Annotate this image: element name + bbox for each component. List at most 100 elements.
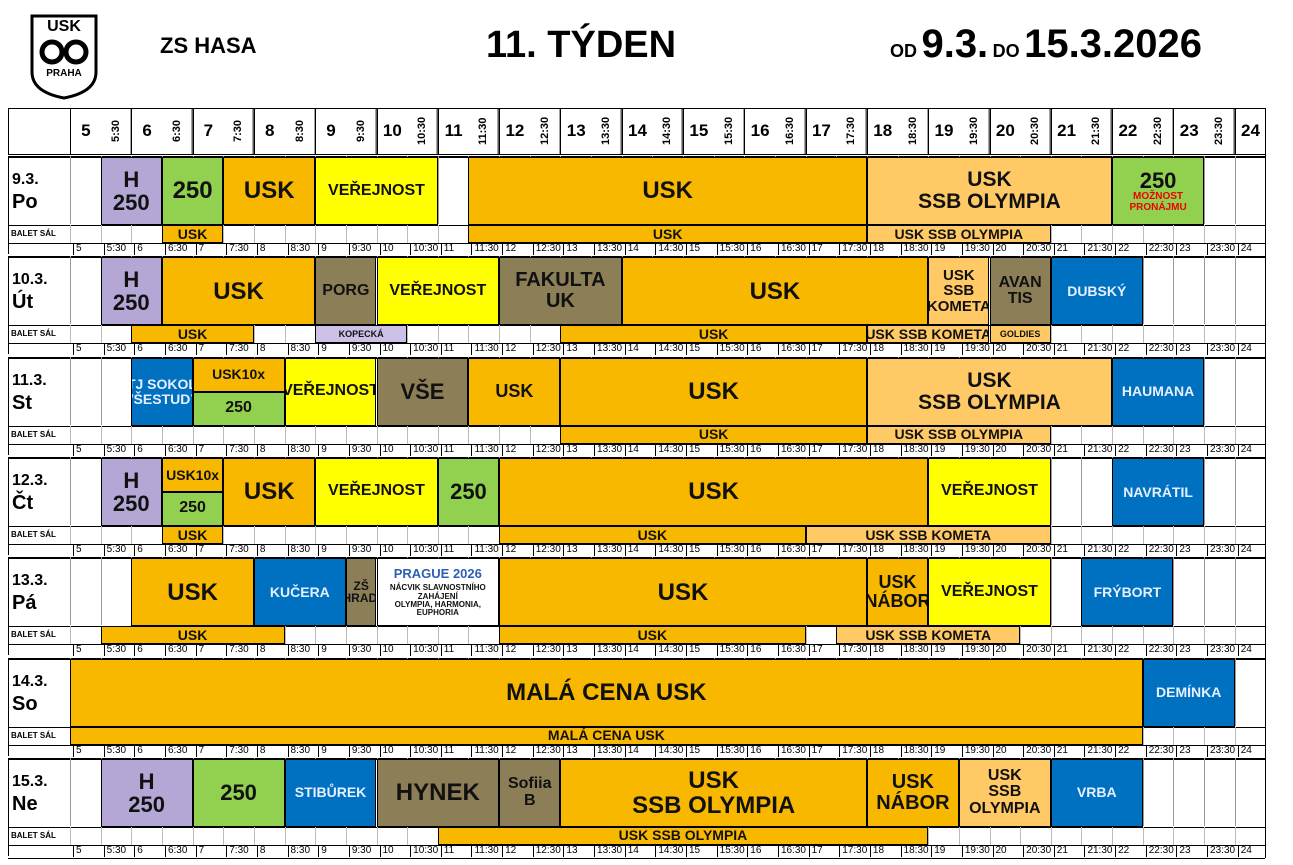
tick-label: 9:30 xyxy=(348,243,377,255)
ice-block[interactable]: H 250 xyxy=(100,758,193,827)
grid-line xyxy=(1204,256,1206,325)
ice-block[interactable]: USK xyxy=(499,558,867,627)
balet-block[interactable]: MALÁ CENA USK xyxy=(70,726,1143,745)
balet-block[interactable]: USK SSB OLYMPIA xyxy=(866,225,1051,243)
ice-block[interactable]: 250 MOŽNOST PRONÁJMU xyxy=(1112,157,1205,225)
ice-block[interactable]: MALÁ CENA USK xyxy=(70,658,1143,727)
day-label: 14.3. So xyxy=(12,672,48,717)
ice-block[interactable]: HYNEK xyxy=(376,758,500,827)
balet-block[interactable]: USK xyxy=(560,325,867,344)
balet-block[interactable]: USK xyxy=(560,425,867,444)
ice-block[interactable]: USK NÁBOR xyxy=(866,558,929,627)
ice-block[interactable]: USK NÁBOR xyxy=(866,758,959,827)
balet-label: BALET SÁL xyxy=(11,730,56,740)
ice-block[interactable]: USK SSB OLYMPIA xyxy=(866,357,1113,426)
ice-block[interactable]: USK xyxy=(131,558,254,627)
ice-block-label: VRBA xyxy=(1076,784,1117,801)
ice-block[interactable]: VEŘEJNOST xyxy=(284,357,377,426)
balet-block[interactable]: USK xyxy=(499,525,806,544)
ice-block[interactable]: USK SSB KOMETA xyxy=(928,257,990,326)
ice-block[interactable]: HAUMANA xyxy=(1112,357,1205,426)
balet-block[interactable]: USK xyxy=(468,225,867,243)
balet-block[interactable]: USK xyxy=(100,626,285,645)
ice-block[interactable]: H 250 xyxy=(100,257,162,326)
grid-line xyxy=(345,225,347,243)
tick-label: 19:30 xyxy=(961,343,990,356)
ice-block[interactable]: FRÝBORT xyxy=(1081,558,1174,627)
ice-block[interactable]: 250 xyxy=(437,457,500,526)
ice-block[interactable]: USK xyxy=(499,457,929,526)
tick-label: 22:30 xyxy=(1145,343,1174,356)
ice-block[interactable]: USK SSB OLYMPIA xyxy=(958,758,1051,827)
grid-line xyxy=(468,325,470,344)
tick-label: 5 xyxy=(73,844,101,857)
ice-block[interactable]: FAKULTA UK xyxy=(499,257,622,326)
ice-block[interactable]: USK SSB OLYMPIA xyxy=(560,758,867,827)
grid-line xyxy=(1234,256,1236,325)
ice-block[interactable]: USK xyxy=(621,257,929,326)
balet-block[interactable]: USK xyxy=(131,325,254,344)
ice-block[interactable]: USK xyxy=(223,457,316,526)
ice-block[interactable]: TJ SOKOL VŠESTUDY xyxy=(131,357,193,426)
balet-block[interactable]: USK SSB KOMETA xyxy=(866,325,990,344)
ice-block[interactable]: USK xyxy=(468,357,561,426)
ice-block[interactable]: STIBŮREK xyxy=(284,758,377,827)
ice-block[interactable]: VEŘEJNOST xyxy=(928,558,1051,627)
balet-block[interactable]: USK SSB KOMETA xyxy=(805,525,1051,544)
ice-block[interactable]: USK xyxy=(161,257,316,326)
balet-block[interactable]: USK SSB OLYMPIA xyxy=(437,826,929,845)
tick-label: 7 xyxy=(195,543,224,556)
ice-block[interactable]: AVAN TIS xyxy=(989,257,1051,326)
ice-block[interactable]: DUBSKÝ xyxy=(1050,257,1143,326)
tick-label: 7 xyxy=(195,243,224,255)
hour-header-label: 9:30 xyxy=(345,108,377,154)
ice-block[interactable]: 250 xyxy=(161,491,224,526)
balet-block[interactable]: USK xyxy=(161,225,224,243)
logo-text-bottom: PRAHA xyxy=(46,68,82,79)
balet-block[interactable]: USK SSB KOMETA xyxy=(836,626,1021,645)
balet-block[interactable]: USK xyxy=(161,525,224,544)
ice-block[interactable]: VŠE xyxy=(376,357,469,426)
ice-block[interactable]: VEŘEJNOST xyxy=(928,457,1051,526)
ice-block[interactable]: USK10x xyxy=(161,457,224,492)
day-date: 9.3. xyxy=(12,171,39,188)
ice-block[interactable]: USK xyxy=(223,157,316,225)
ice-block[interactable]: USK SSB OLYMPIA xyxy=(866,157,1113,225)
ice-block[interactable]: USK xyxy=(468,157,867,225)
ice-block[interactable]: ZŠ OHRADNÍ xyxy=(345,558,377,627)
tick-label: 9 xyxy=(318,543,346,556)
ice-block[interactable]: NAVRÁTIL xyxy=(1112,457,1205,526)
grid-line xyxy=(284,826,286,845)
ice-block[interactable]: 250 xyxy=(192,391,285,426)
ice-block[interactable]: 250 xyxy=(192,758,285,827)
balet-block[interactable]: KOPECKÁ xyxy=(315,325,408,344)
tick-label: 11:30 xyxy=(471,744,499,757)
ice-block[interactable]: PORG xyxy=(315,257,377,326)
ice-block[interactable]: Sofiia B xyxy=(499,758,561,827)
ice-block[interactable]: VEŘEJNOST xyxy=(315,457,438,526)
hour-header-label: 20:30 xyxy=(1020,108,1051,154)
grid-line xyxy=(1204,356,1206,425)
ice-block[interactable]: DEMÍNKA xyxy=(1142,658,1235,727)
ice-block[interactable]: VEŘEJNOST xyxy=(315,157,438,225)
ice-block[interactable]: USK xyxy=(560,357,867,426)
ice-block[interactable]: PRAGUE 2026 NÁCVIK SLAVNOSTNÍHO ZAHÁJENÍ … xyxy=(376,558,500,627)
grid-line xyxy=(1050,425,1052,444)
tick-label: 22 xyxy=(1115,243,1143,255)
ice-block[interactable]: H 250 xyxy=(100,457,162,526)
ice-block-label: HYNEK xyxy=(395,779,480,807)
grid-line xyxy=(253,225,255,243)
ice-block[interactable]: USK10x xyxy=(192,357,285,392)
tick-label: 6 xyxy=(134,744,162,757)
ice-block[interactable]: H 250 xyxy=(100,157,162,225)
ice-block[interactable]: VRBA xyxy=(1050,758,1143,827)
grid-line xyxy=(100,826,102,845)
balet-block[interactable]: GOLDIES xyxy=(989,325,1051,344)
ice-block[interactable]: VEŘEJNOST xyxy=(376,257,500,326)
tick-label: 9 xyxy=(318,744,346,757)
ice-block[interactable]: 250 xyxy=(161,157,224,225)
tick-border xyxy=(8,543,1266,545)
ice-block[interactable]: KUČERA xyxy=(253,558,346,627)
balet-block[interactable]: USK xyxy=(499,626,806,645)
balet-block[interactable]: USK SSB OLYMPIA xyxy=(866,425,1051,444)
